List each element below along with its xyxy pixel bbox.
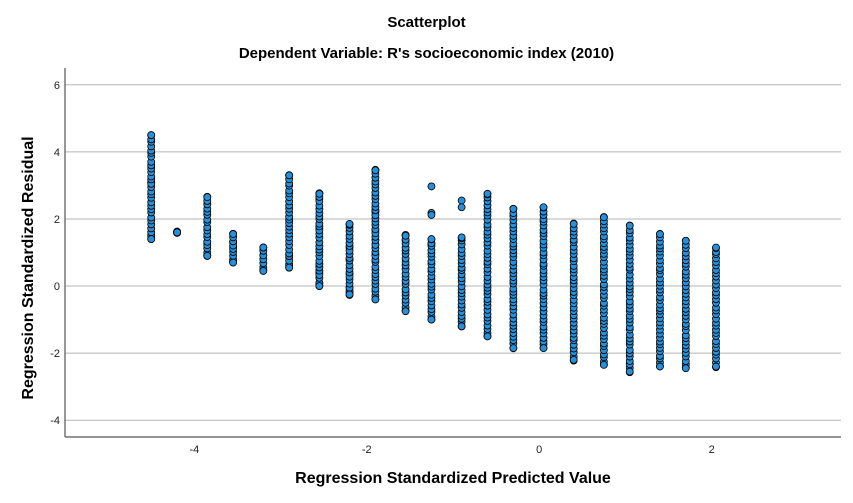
scatter-point	[203, 193, 212, 202]
x-tick-label: 0	[536, 444, 542, 456]
scatter-point	[401, 307, 410, 316]
scatter-point	[569, 355, 578, 364]
tick-labels: -4 -2 0 2 4 6 -4 -2 0 2	[50, 80, 715, 456]
scatter-point	[509, 344, 518, 353]
scatter-point	[509, 204, 518, 213]
scatter-point	[203, 251, 212, 260]
scatter-point	[656, 362, 664, 371]
scatter-point	[229, 258, 238, 267]
scatter-point	[483, 332, 492, 341]
scatter-point	[259, 267, 268, 275]
scatter-point	[539, 344, 548, 353]
x-tick-label: -4	[189, 444, 199, 456]
scatter-point	[427, 182, 436, 191]
scatter-point	[625, 367, 634, 376]
y-tick-label: -4	[50, 415, 60, 427]
scatter-point	[712, 362, 720, 371]
scatter-point	[599, 213, 608, 222]
scatter-point	[457, 196, 466, 205]
scatter-point	[173, 228, 181, 237]
y-tick-label: 2	[54, 214, 60, 226]
scatter-point	[147, 131, 156, 139]
scatter-point	[229, 230, 238, 238]
scatter-point	[315, 282, 324, 290]
scatter-point	[427, 315, 436, 324]
data-points	[147, 131, 720, 377]
scatter-point	[259, 243, 268, 252]
y-axis-label: Regression Standardized Residual	[20, 136, 37, 400]
scatter-point	[371, 295, 380, 304]
scatter-point	[371, 166, 380, 175]
scatter-point	[427, 211, 436, 219]
y-tick-label: 4	[54, 147, 60, 159]
scatter-point	[427, 235, 436, 243]
scatter-point	[457, 322, 466, 331]
scatter-point	[285, 263, 294, 272]
scatter-point	[483, 189, 492, 198]
scatter-point	[681, 364, 690, 373]
x-tick-label: 2	[709, 444, 715, 456]
scatter-point	[569, 220, 578, 228]
scatter-point	[625, 221, 634, 230]
y-tick-label: -2	[50, 348, 60, 360]
axes	[64, 68, 841, 438]
x-axis-label: Regression Standardized Predicted Value	[295, 470, 611, 487]
scatter-point	[457, 233, 466, 242]
scatter-point	[147, 235, 156, 243]
scatter-point	[345, 220, 354, 228]
scatter-point	[401, 231, 410, 240]
scatter-point	[539, 203, 548, 212]
scatter-point	[599, 360, 608, 369]
scatter-point	[656, 230, 664, 238]
chart-title: Scatterplot	[387, 14, 466, 31]
scatter-point	[345, 290, 354, 299]
scatter-point	[315, 189, 324, 198]
x-tick-label: -2	[362, 444, 372, 456]
scatter-point	[457, 203, 466, 212]
scatter-point	[681, 236, 690, 245]
gridlines	[65, 84, 841, 421]
chart-subtitle: Dependent Variable: R's socioeconomic in…	[238, 45, 615, 62]
y-tick-label: 0	[54, 281, 60, 293]
scatter-point	[712, 243, 720, 252]
scatter-point	[285, 171, 294, 180]
y-tick-label: 6	[54, 80, 60, 92]
